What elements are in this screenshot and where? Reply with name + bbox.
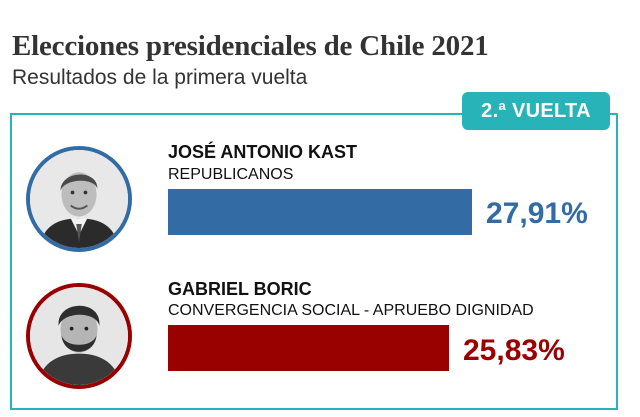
vote-bar-kast [168, 189, 472, 235]
vote-percentage: 27,91% [486, 197, 588, 230]
vote-percentage: 25,83% [463, 334, 565, 367]
candidate-party: CONVERGENCIA SOCIAL - APRUEBO DIGNIDAD [168, 302, 534, 319]
vote-bar-boric [168, 325, 449, 371]
candidate-photo-icon [30, 287, 128, 385]
chart-subtitle: Resultados de la primera vuelta [12, 66, 308, 89]
candidate-photo-icon [30, 150, 128, 248]
chart-title: Elecciones presidenciales de Chile 2021 [12, 30, 489, 62]
results-panel [10, 113, 618, 410]
candidate-party: REPUBLICANOS [168, 166, 294, 183]
candidate-name: GABRIEL BORIC [168, 279, 312, 299]
second-round-badge: 2.ª VUELTA [462, 92, 610, 130]
candidate-photo-boric [26, 283, 132, 389]
candidate-name: JOSÉ ANTONIO KAST [168, 142, 358, 162]
candidate-photo-kast [26, 146, 132, 252]
second-round-badge-label: 2.ª VUELTA [481, 99, 591, 122]
